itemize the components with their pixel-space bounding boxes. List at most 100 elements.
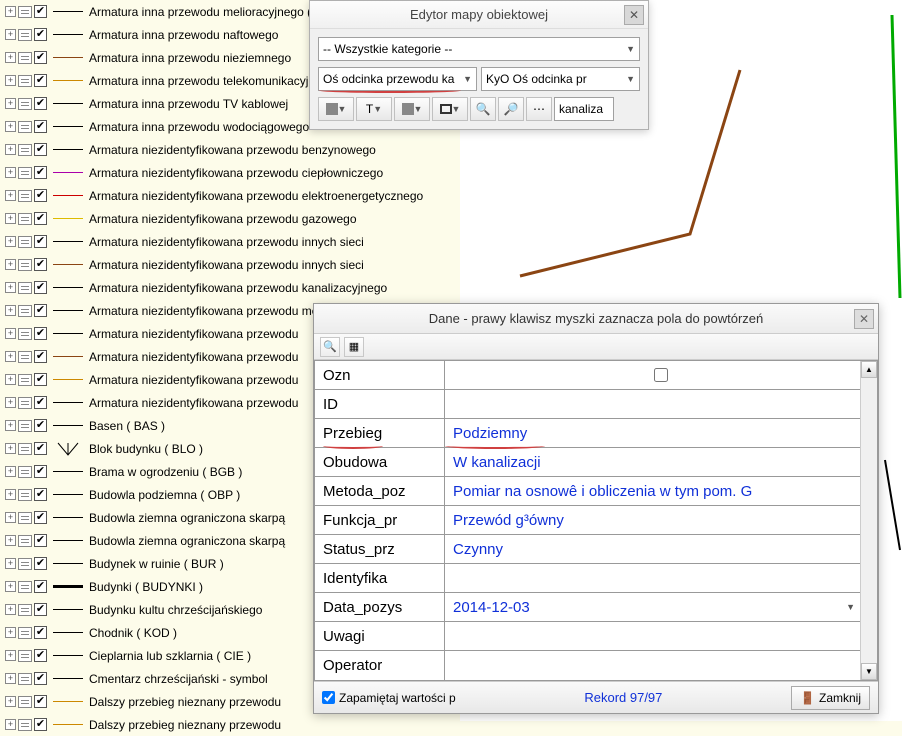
data-value[interactable]: Pomiar na osnowê i obliczenia w tym pom.…	[445, 477, 877, 505]
data-row[interactable]: ID	[315, 390, 877, 419]
ozn-checkbox[interactable]	[654, 368, 668, 382]
expand-icon[interactable]: +	[5, 581, 16, 592]
visibility-checkbox[interactable]: ✔	[34, 235, 47, 248]
visibility-checkbox[interactable]: ✔	[34, 5, 47, 18]
visibility-checkbox[interactable]: ✔	[34, 465, 47, 478]
close-icon[interactable]: ✕	[624, 5, 644, 25]
data-row[interactable]: PrzebiegPodziemny	[315, 419, 877, 448]
grid-icon[interactable]	[18, 673, 32, 685]
visibility-checkbox[interactable]: ✔	[34, 28, 47, 41]
expand-icon[interactable]: +	[5, 374, 16, 385]
visibility-checkbox[interactable]: ✔	[34, 189, 47, 202]
grid-icon[interactable]	[18, 6, 32, 18]
grid-icon[interactable]	[18, 213, 32, 225]
expand-icon[interactable]: +	[5, 305, 16, 316]
data-row[interactable]: Status_przCzynny	[315, 535, 877, 564]
grid-icon[interactable]	[18, 466, 32, 478]
visibility-checkbox[interactable]: ✔	[34, 718, 47, 731]
object-code-select[interactable]: KyO Oś odcinka pr ▼	[481, 67, 640, 91]
grid-icon[interactable]	[18, 52, 32, 64]
visibility-checkbox[interactable]: ✔	[34, 373, 47, 386]
tree-item[interactable]: +✔Armatura niezidentyfikowana przewodu b…	[0, 138, 460, 161]
data-value[interactable]	[445, 390, 877, 418]
expand-icon[interactable]: +	[5, 52, 16, 63]
grid-icon[interactable]	[18, 581, 32, 593]
grid-icon[interactable]	[18, 627, 32, 639]
data-row[interactable]: Identyfika	[315, 564, 877, 593]
remember-checkbox[interactable]	[322, 691, 335, 704]
grid-icon[interactable]	[18, 75, 32, 87]
expand-icon[interactable]: +	[5, 351, 16, 362]
text-tool[interactable]: T▼	[356, 97, 392, 121]
visibility-checkbox[interactable]: ✔	[34, 97, 47, 110]
grid-icon[interactable]	[18, 305, 32, 317]
visibility-checkbox[interactable]: ✔	[34, 419, 47, 432]
data-value[interactable]: 2014-12-03▼	[445, 593, 877, 621]
expand-icon[interactable]: +	[5, 236, 16, 247]
grid-icon[interactable]	[18, 397, 32, 409]
expand-icon[interactable]: +	[5, 420, 16, 431]
search-icon[interactable]: 🔍	[320, 337, 340, 357]
close-icon[interactable]: ✕	[854, 309, 874, 329]
grid-icon[interactable]	[18, 604, 32, 616]
grid-icon[interactable]	[18, 98, 32, 110]
grid-icon[interactable]	[18, 374, 32, 386]
data-value[interactable]: Czynny	[445, 535, 877, 563]
grid-icon[interactable]	[18, 328, 32, 340]
grid-icon[interactable]	[18, 144, 32, 156]
data-row[interactable]: ObudowaW kanalizacji	[315, 448, 877, 477]
zoom-tool[interactable]: 🔎	[498, 97, 524, 121]
scroll-up-icon[interactable]: ▲	[861, 361, 877, 378]
grid-icon[interactable]	[18, 443, 32, 455]
expand-icon[interactable]: +	[5, 558, 16, 569]
grid-icon[interactable]	[18, 696, 32, 708]
close-button[interactable]: 🚪 Zamknij	[791, 686, 870, 710]
expand-icon[interactable]: +	[5, 443, 16, 454]
data-value[interactable]	[445, 361, 877, 389]
grid-icon[interactable]	[18, 558, 32, 570]
category-select[interactable]: -- Wszystkie kategorie -- ▼	[318, 37, 640, 61]
expand-icon[interactable]: +	[5, 466, 16, 477]
data-title-bar[interactable]: Dane - prawy klawisz myszki zaznacza pol…	[314, 304, 878, 334]
data-row[interactable]: Data_pozys2014-12-03▼	[315, 593, 877, 622]
expand-icon[interactable]: +	[5, 650, 16, 661]
border-tool[interactable]: ▼	[432, 97, 468, 121]
expand-icon[interactable]: +	[5, 75, 16, 86]
visibility-checkbox[interactable]: ✔	[34, 143, 47, 156]
expand-icon[interactable]: +	[5, 6, 16, 17]
scroll-down-icon[interactable]: ▼	[861, 663, 877, 680]
visibility-checkbox[interactable]: ✔	[34, 396, 47, 409]
expand-icon[interactable]: +	[5, 167, 16, 178]
expand-icon[interactable]: +	[5, 328, 16, 339]
visibility-checkbox[interactable]: ✔	[34, 580, 47, 593]
fill-tool[interactable]: ▼	[318, 97, 354, 121]
visibility-checkbox[interactable]: ✔	[34, 258, 47, 271]
grid-icon[interactable]	[18, 535, 32, 547]
data-value[interactable]	[445, 564, 877, 592]
visibility-checkbox[interactable]: ✔	[34, 488, 47, 501]
data-row[interactable]: Ozn	[315, 361, 877, 390]
tree-item[interactable]: +✔Armatura niezidentyfikowana przewodu g…	[0, 207, 460, 230]
visibility-checkbox[interactable]: ✔	[34, 120, 47, 133]
expand-icon[interactable]: +	[5, 627, 16, 638]
visibility-checkbox[interactable]: ✔	[34, 534, 47, 547]
grid-icon[interactable]	[18, 489, 32, 501]
tree-item[interactable]: +✔Armatura niezidentyfikowana przewodu e…	[0, 184, 460, 207]
expand-icon[interactable]: +	[5, 259, 16, 270]
grid-icon[interactable]	[18, 512, 32, 524]
tree-item[interactable]: +✔Armatura niezidentyfikowana przewodu c…	[0, 161, 460, 184]
shape-tool[interactable]: ▼	[394, 97, 430, 121]
expand-icon[interactable]: +	[5, 29, 16, 40]
tree-item[interactable]: +✔Armatura niezidentyfikowana przewodu k…	[0, 276, 460, 299]
visibility-checkbox[interactable]: ✔	[34, 166, 47, 179]
expand-icon[interactable]: +	[5, 190, 16, 201]
grid-icon[interactable]: ▦	[344, 337, 364, 357]
more-tool[interactable]: ⋯	[526, 97, 552, 121]
tree-item[interactable]: +✔Dalszy przebieg nieznany przewodu	[0, 713, 460, 736]
data-value[interactable]: Podziemny	[445, 419, 877, 447]
grid-icon[interactable]	[18, 420, 32, 432]
grid-icon[interactable]	[18, 167, 32, 179]
visibility-checkbox[interactable]: ✔	[34, 281, 47, 294]
grid-icon[interactable]	[18, 719, 32, 731]
data-row[interactable]: Metoda_pozPomiar na osnowê i obliczenia …	[315, 477, 877, 506]
